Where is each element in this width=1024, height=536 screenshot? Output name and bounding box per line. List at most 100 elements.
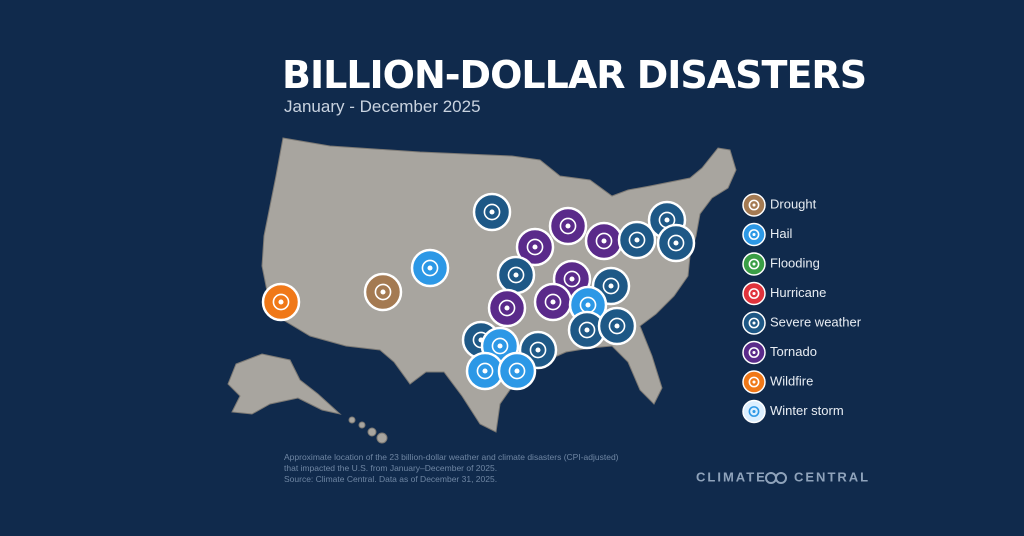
marker-icon-dot xyxy=(482,368,488,374)
marker-icon xyxy=(491,337,509,355)
marker-icon xyxy=(483,203,501,221)
marker-icon-dot xyxy=(673,240,679,246)
marker-icon-dot xyxy=(601,238,607,244)
subtitle: January - December 2025 xyxy=(284,97,481,116)
disaster-marker xyxy=(261,282,301,322)
brand-left: CLIMATE xyxy=(696,469,767,484)
footnote-line: that impacted the U.S. from January–Dece… xyxy=(284,463,497,473)
marker-icon xyxy=(476,362,494,380)
marker-icon-dot xyxy=(752,262,756,266)
markers xyxy=(261,192,696,391)
legend-item: Winter storm xyxy=(742,399,844,424)
marker-icon-dot xyxy=(664,217,670,223)
marker-icon xyxy=(748,229,760,240)
marker-icon-dot xyxy=(380,289,386,295)
legend-label: Hail xyxy=(770,226,793,241)
legend: Drought Hail Flooding Hurricane Severe weath… xyxy=(742,193,862,424)
marker-icon-dot xyxy=(752,409,756,414)
title: BILLION-DOLLAR DISASTERS xyxy=(282,53,866,97)
disaster-marker xyxy=(363,272,403,312)
marker-icon xyxy=(608,317,626,335)
legend-item: Wildfire xyxy=(742,370,813,394)
map xyxy=(227,137,737,444)
legend-item: Flooding xyxy=(742,252,820,276)
legend-item: Hail xyxy=(742,222,793,247)
marker-icon xyxy=(602,277,620,295)
marker-icon xyxy=(667,234,685,252)
marker-icon-dot xyxy=(752,380,756,384)
footnote: Approximate location of the 23 billion-d… xyxy=(284,452,619,484)
marker-icon-dot xyxy=(427,265,433,271)
disaster-marker xyxy=(472,192,512,232)
marker-icon-dot xyxy=(497,343,503,349)
marker-icon xyxy=(595,232,613,250)
marker-icon-dot xyxy=(504,305,510,311)
marker-icon-dot xyxy=(513,272,519,278)
legend-item: Drought xyxy=(742,193,817,217)
contiguous-us xyxy=(261,137,737,433)
marker-icon-dot xyxy=(489,209,495,215)
marker-icon-dot xyxy=(608,283,614,289)
legend-label: Winter storm xyxy=(770,403,844,418)
legend-label: Severe weather xyxy=(770,314,862,329)
marker-icon-dot xyxy=(752,350,756,355)
marker-icon-dot xyxy=(752,321,756,325)
disaster-marker xyxy=(487,288,527,328)
marker-icon xyxy=(748,258,760,270)
marker-icon xyxy=(374,283,392,301)
legend-label: Drought xyxy=(770,196,817,211)
marker-icon-dot xyxy=(569,276,575,282)
legend-label: Hurricane xyxy=(770,285,826,300)
marker-icon xyxy=(508,362,526,380)
brand-logo xyxy=(765,472,787,484)
marker-icon xyxy=(748,317,760,329)
marker-icon xyxy=(559,217,577,235)
marker-icon-dot xyxy=(550,299,556,305)
marker-icon-dot xyxy=(535,347,541,353)
brand-right: CENTRAL xyxy=(794,469,870,484)
disaster-marker xyxy=(410,248,450,288)
marker-icon xyxy=(272,293,290,311)
marker-icon-dot xyxy=(584,327,590,333)
disaster-marker xyxy=(465,351,505,391)
disaster-marker xyxy=(656,223,696,263)
marker-icon-dot xyxy=(752,291,756,296)
disaster-marker xyxy=(597,306,637,346)
marker-icon xyxy=(544,293,562,311)
disaster-marker xyxy=(548,206,588,246)
brand: CLIMATE CENTRAL xyxy=(696,469,870,484)
marker-icon xyxy=(498,299,516,317)
hawaii xyxy=(348,416,388,444)
legend-item: Severe weather xyxy=(742,311,862,335)
disaster-marker xyxy=(496,255,536,295)
legend-label: Wildfire xyxy=(770,373,813,388)
marker-icon-dot xyxy=(532,244,538,250)
disaster-marker xyxy=(584,221,624,261)
legend-label: Flooding xyxy=(770,255,820,270)
footnote-line: Approximate location of the 23 billion-d… xyxy=(284,452,619,462)
marker-icon-dot xyxy=(278,299,284,305)
marker-icon xyxy=(628,231,646,249)
disaster-marker xyxy=(515,227,555,267)
alaska xyxy=(227,353,342,415)
marker-icon xyxy=(529,341,547,359)
marker-icon xyxy=(748,376,760,388)
marker-icon xyxy=(748,406,760,417)
marker-icon-dot xyxy=(614,323,620,329)
marker-icon-dot xyxy=(634,237,640,243)
marker-icon xyxy=(748,288,760,299)
legend-item: Tornado xyxy=(742,340,817,365)
marker-icon xyxy=(748,347,760,358)
marker-icon xyxy=(421,259,439,277)
marker-icon xyxy=(507,266,525,284)
legend-label: Tornado xyxy=(770,344,817,359)
marker-icon-dot xyxy=(585,302,591,308)
marker-icon xyxy=(563,270,581,288)
legend-item: Hurricane xyxy=(742,281,826,306)
marker-icon-dot xyxy=(565,223,571,229)
marker-icon xyxy=(578,321,596,339)
marker-icon-dot xyxy=(514,368,520,374)
marker-icon xyxy=(526,238,544,256)
